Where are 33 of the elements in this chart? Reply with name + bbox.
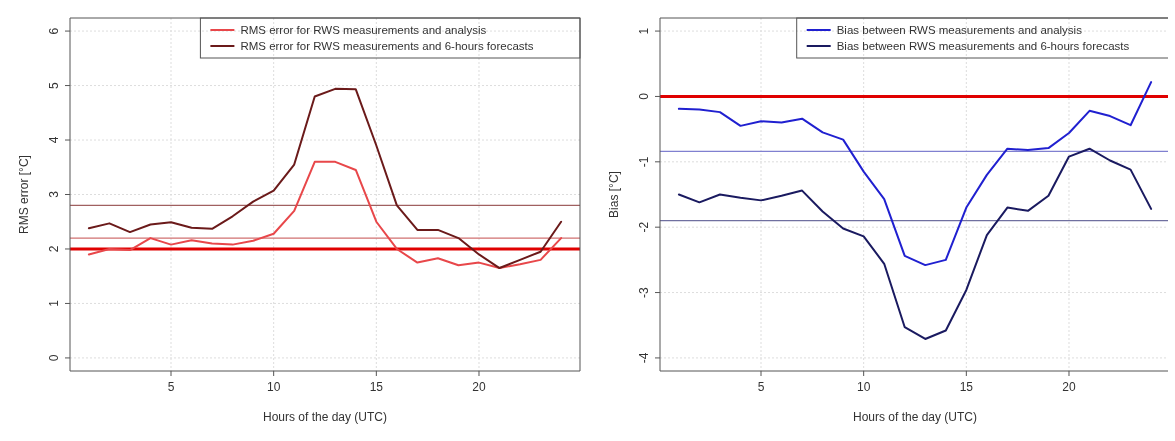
y-tick-label: -2: [637, 221, 651, 233]
legend-label: RMS error for RWS measurements and 6-hours forecasts: [240, 40, 534, 52]
y-tick-label: -1: [637, 156, 651, 168]
line-series: [677, 147, 1153, 340]
legend-label: RMS error for RWS measurements and analysis: [240, 24, 487, 36]
y-tick-label: 5: [47, 81, 61, 89]
y-axis-title: Bias [°C]: [607, 171, 621, 218]
line-series: [87, 160, 563, 270]
y-tick-label: 4: [47, 136, 61, 144]
legend-label: Bias between RWS measurements and analysis: [836, 24, 1083, 36]
y-tick-label: 3: [47, 190, 61, 198]
y-tick-label: 6: [47, 27, 61, 35]
x-tick-label: 20: [1062, 380, 1076, 394]
x-tick-label: 10: [266, 380, 281, 394]
y-tick-label: 1: [637, 27, 651, 35]
legend-label: Bias between RWS measurements and 6-hours forecasts: [836, 40, 1130, 52]
line-series: [677, 81, 1153, 267]
x-tick-label: 5: [757, 380, 765, 394]
x-tick-label: 15: [959, 380, 974, 394]
y-tick-label: 2: [47, 245, 61, 253]
y-axis-title: RMS error [°C]: [17, 155, 31, 234]
x-tick-label: 5: [167, 380, 175, 394]
x-tick-label: 20: [472, 380, 486, 394]
line-series: [87, 87, 563, 270]
y-tick-label: 1: [47, 299, 61, 307]
x-tick-label: 15: [369, 380, 384, 394]
x-axis-title: Hours of the day (UTC): [262, 410, 388, 424]
y-tick-label: 0: [47, 354, 61, 362]
y-tick-label: -3: [637, 286, 651, 298]
x-axis-title: Hours of the day (UTC): [852, 410, 978, 424]
y-tick-label: -4: [637, 352, 651, 364]
x-tick-label: 10: [856, 380, 871, 394]
y-tick-label: 0: [637, 92, 651, 100]
